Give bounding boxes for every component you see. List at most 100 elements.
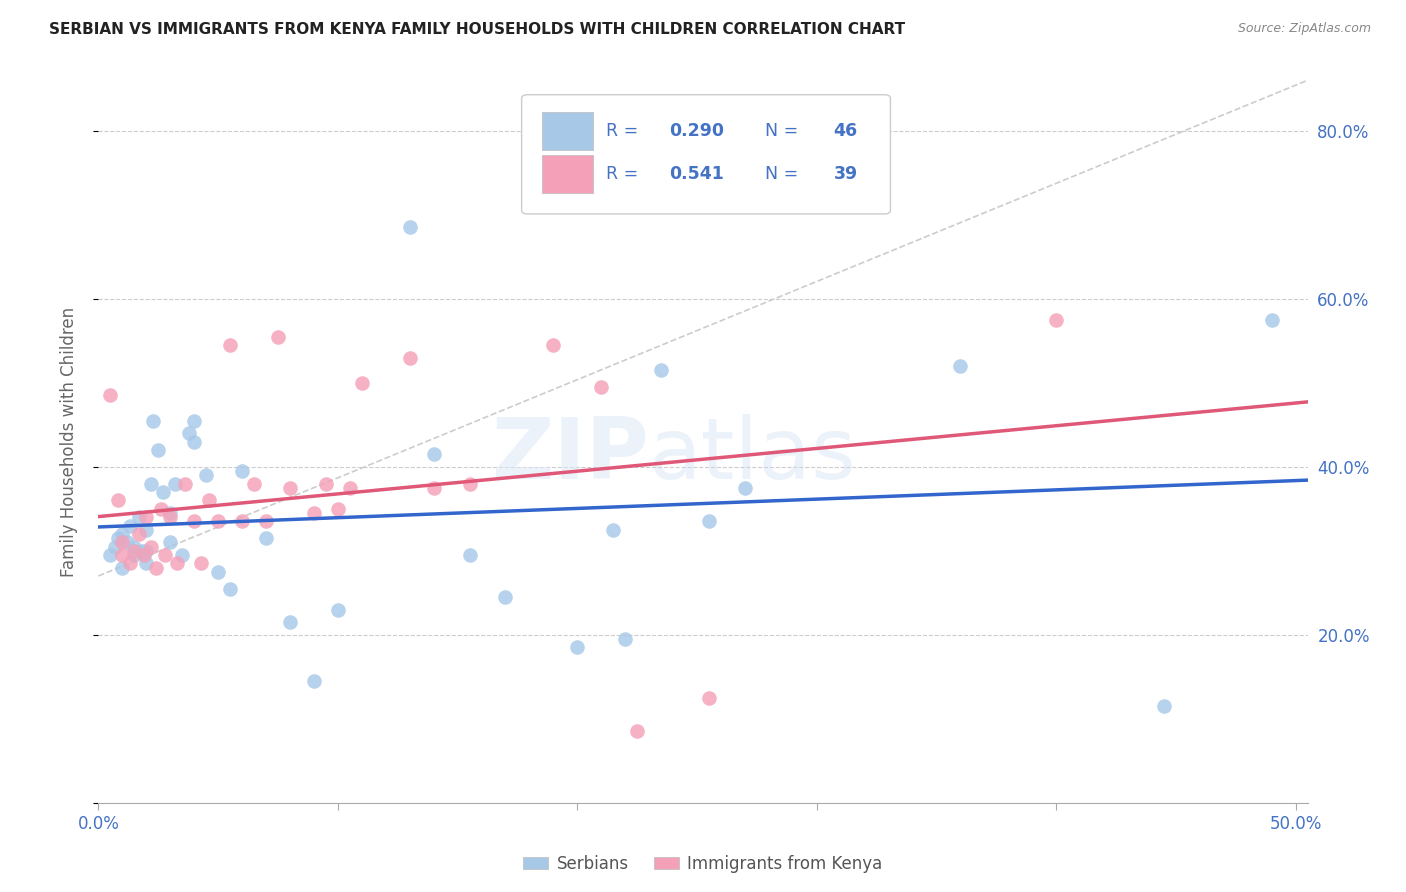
Point [139,540,162,554]
Point [155,548,177,562]
Point [118,557,141,571]
Point [315,476,337,491]
Point [107,531,129,545]
Point [614,632,637,646]
Point [128,510,150,524]
Point [183,434,205,449]
FancyBboxPatch shape [522,95,890,214]
Text: R =: R = [606,165,644,183]
Point [207,514,229,528]
Point [302,673,325,688]
Point [183,514,205,528]
Point [1153,699,1175,714]
Point [132,548,155,562]
Point [326,602,349,616]
Point [159,506,181,520]
Point [135,557,157,571]
Point [626,724,648,739]
Point [398,220,420,235]
Point [219,582,242,596]
Point [697,690,720,705]
Point [159,535,181,549]
Point [422,447,444,461]
Point [697,514,720,528]
Point [100,548,122,562]
Point [131,543,153,558]
Point [231,514,253,528]
Point [183,413,205,427]
Point [602,523,624,537]
Point [118,518,141,533]
Text: SERBIAN VS IMMIGRANTS FROM KENYA FAMILY HOUSEHOLDS WITH CHILDREN CORRELATION CHA: SERBIAN VS IMMIGRANTS FROM KENYA FAMILY … [49,22,905,37]
Point [128,527,150,541]
Point [124,543,146,558]
Point [949,359,972,373]
Point [1045,312,1067,326]
Point [149,501,172,516]
Point [135,543,157,558]
Point [163,476,186,491]
Point [254,514,277,528]
Point [152,485,174,500]
Point [458,476,481,491]
Point [591,380,613,394]
Point [124,548,146,562]
Point [278,615,301,630]
Point [100,388,122,402]
Point [159,510,181,524]
Text: atlas: atlas [648,415,856,498]
Point [111,560,134,574]
Point [422,481,444,495]
Point [190,557,212,571]
Point [495,590,517,604]
Point [115,535,138,549]
Point [197,493,219,508]
Point [173,476,195,491]
Point [543,338,565,352]
Point [398,351,420,365]
Point [339,481,361,495]
Point [111,527,134,541]
Point [104,540,127,554]
Point [111,535,134,549]
Bar [543,155,593,193]
Text: 46: 46 [834,122,858,140]
Text: N =: N = [754,165,804,183]
Point [166,557,188,571]
Point [567,640,589,655]
Point [267,329,290,343]
Text: Source: ZipAtlas.com: Source: ZipAtlas.com [1237,22,1371,36]
Point [231,464,253,478]
Point [243,476,266,491]
Text: ZIP: ZIP [491,415,648,498]
Point [207,565,229,579]
Point [650,363,672,377]
Point [254,531,277,545]
Point [179,426,201,441]
Text: 0.290: 0.290 [669,122,724,140]
Text: N =: N = [754,122,804,140]
Point [111,548,134,562]
Point [350,376,373,390]
Text: 39: 39 [834,165,858,183]
Bar [543,112,593,150]
Point [302,506,325,520]
Point [135,510,157,524]
Legend: Serbians, Immigrants from Kenya: Serbians, Immigrants from Kenya [517,848,889,880]
Point [458,548,481,562]
Point [148,442,170,457]
Point [124,540,146,554]
Point [142,413,165,427]
Point [219,338,242,352]
Text: R =: R = [606,122,644,140]
Point [172,548,194,562]
Point [326,501,349,516]
Point [734,481,756,495]
Point [145,560,167,574]
Point [1260,312,1282,326]
Point [139,476,162,491]
Point [195,468,218,483]
Point [135,523,157,537]
Text: 0.541: 0.541 [669,165,724,183]
Y-axis label: Family Households with Children: Family Households with Children [59,307,77,576]
